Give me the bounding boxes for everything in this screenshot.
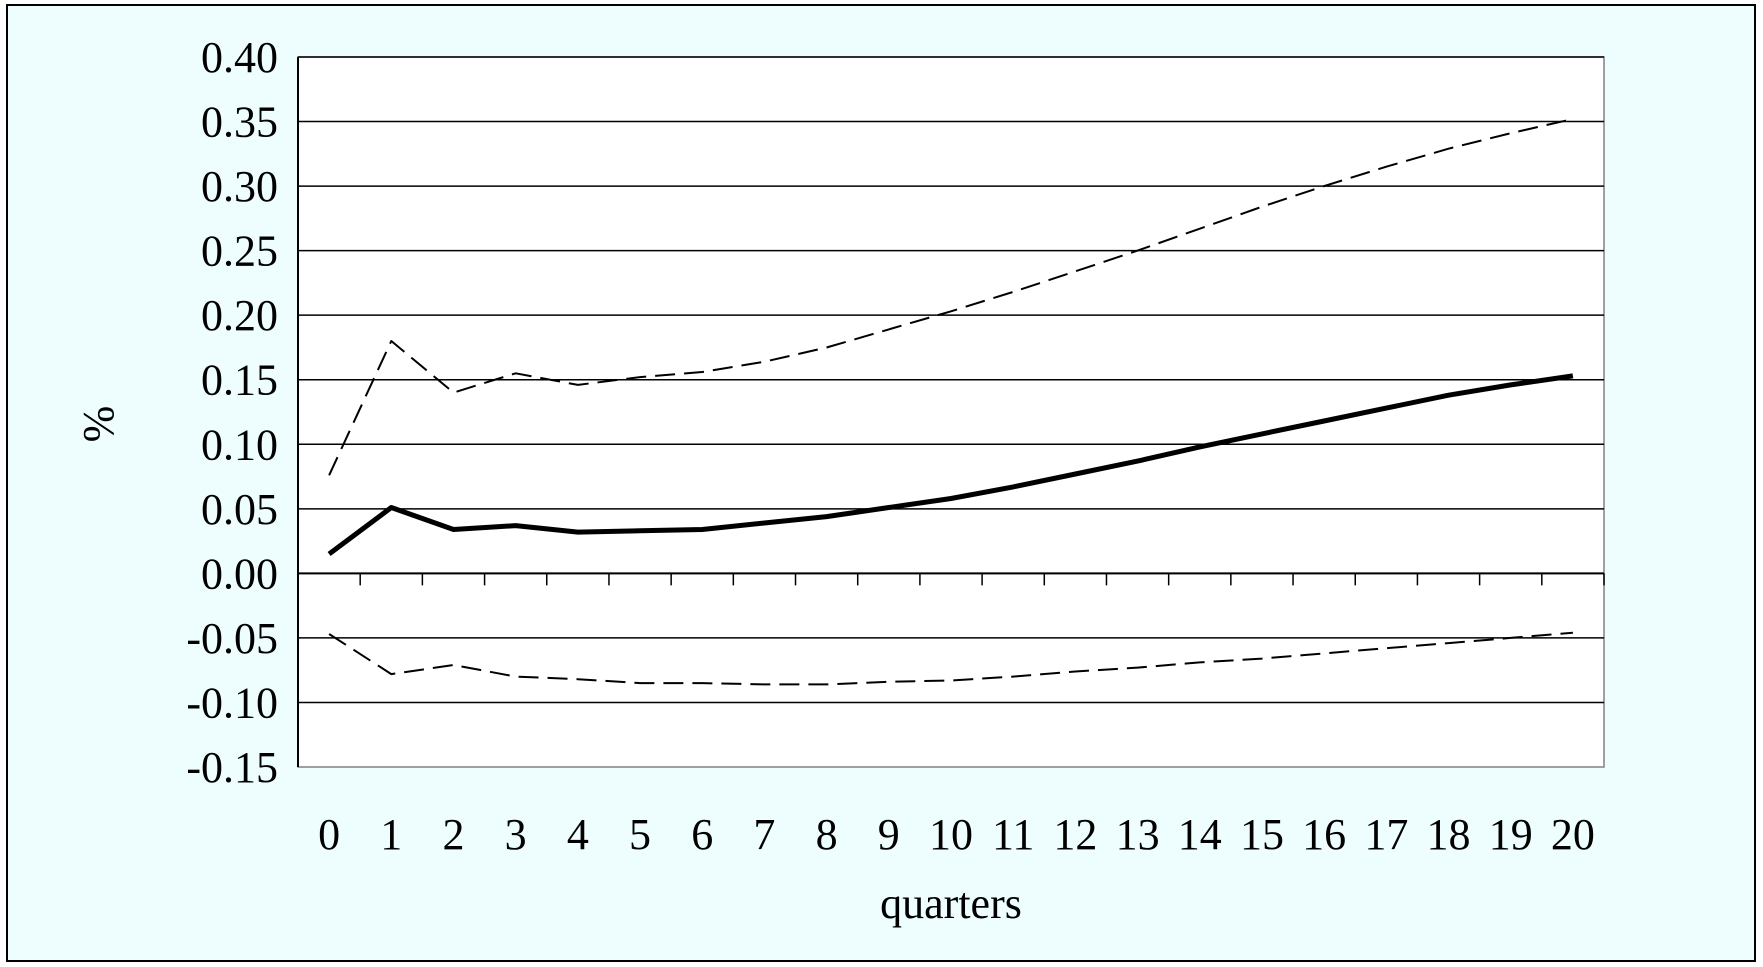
x-tick-label: 15 <box>1240 810 1284 859</box>
x-tick-label: 10 <box>929 810 973 859</box>
x-tick-label: 0 <box>318 810 340 859</box>
x-tick-label: 13 <box>1116 810 1160 859</box>
y-tick-label: -0.15 <box>186 743 278 792</box>
y-tick-label: 0.05 <box>201 485 278 534</box>
y-tick-label: 0.15 <box>201 356 278 405</box>
x-tick-labels: 0 1 2 3 4 5 6 7 8 9 10 11 12 13 14 15 16 17 18 19 20 <box>318 810 1595 859</box>
chart-frame: 0.40 0.35 0.30 0.25 0.20 0.15 0.10 0.05 0.00 -0.0… <box>6 4 1756 962</box>
x-tick-label: 12 <box>1053 810 1097 859</box>
x-tick-label: 2 <box>442 810 464 859</box>
x-tick-label: 3 <box>505 810 527 859</box>
y-tick-label: 0.35 <box>201 98 278 147</box>
y-tick-label: 0.10 <box>201 420 278 469</box>
y-tick-label: 0.40 <box>201 33 278 82</box>
x-axis-title: quarters <box>880 879 1022 928</box>
x-tick-label: 14 <box>1178 810 1222 859</box>
series-line-1 <box>327 373 1574 557</box>
y-tick-label: -0.10 <box>186 678 278 727</box>
x-tick-label: 5 <box>629 810 651 859</box>
series-line-2 <box>328 118 1574 476</box>
y-tick-label: -0.05 <box>186 614 278 663</box>
x-tick-label: 9 <box>878 810 900 859</box>
x-tick-label: 1 <box>380 810 402 859</box>
series-line-3 <box>328 631 1573 686</box>
y-tick-label: 0.20 <box>201 291 278 340</box>
x-tick-label: 11 <box>992 810 1034 859</box>
y-tick-label: 0.00 <box>201 549 278 598</box>
x-tick-label: 18 <box>1427 810 1471 859</box>
x-tick-label: 4 <box>567 810 589 859</box>
x-tick-label: 20 <box>1551 810 1595 859</box>
plot-area <box>297 56 1605 768</box>
y-tick-label: 0.30 <box>201 162 278 211</box>
x-tick-label: 6 <box>691 810 713 859</box>
y-axis-title: % <box>74 406 123 443</box>
line-chart: 0.40 0.35 0.30 0.25 0.20 0.15 0.10 0.05 0.00 -0.0… <box>8 6 1754 960</box>
series-lines <box>327 118 1574 686</box>
x-tick-label: 19 <box>1489 810 1533 859</box>
x-tick-label: 8 <box>816 810 838 859</box>
x-tick-label: 7 <box>753 810 775 859</box>
x-tick-label: 16 <box>1302 810 1346 859</box>
x-tick-label: 17 <box>1364 810 1408 859</box>
y-tick-labels: 0.40 0.35 0.30 0.25 0.20 0.15 0.10 0.05 0.00 -0.0… <box>186 33 278 792</box>
axes <box>297 57 1605 767</box>
y-tick-label: 0.25 <box>201 227 278 276</box>
